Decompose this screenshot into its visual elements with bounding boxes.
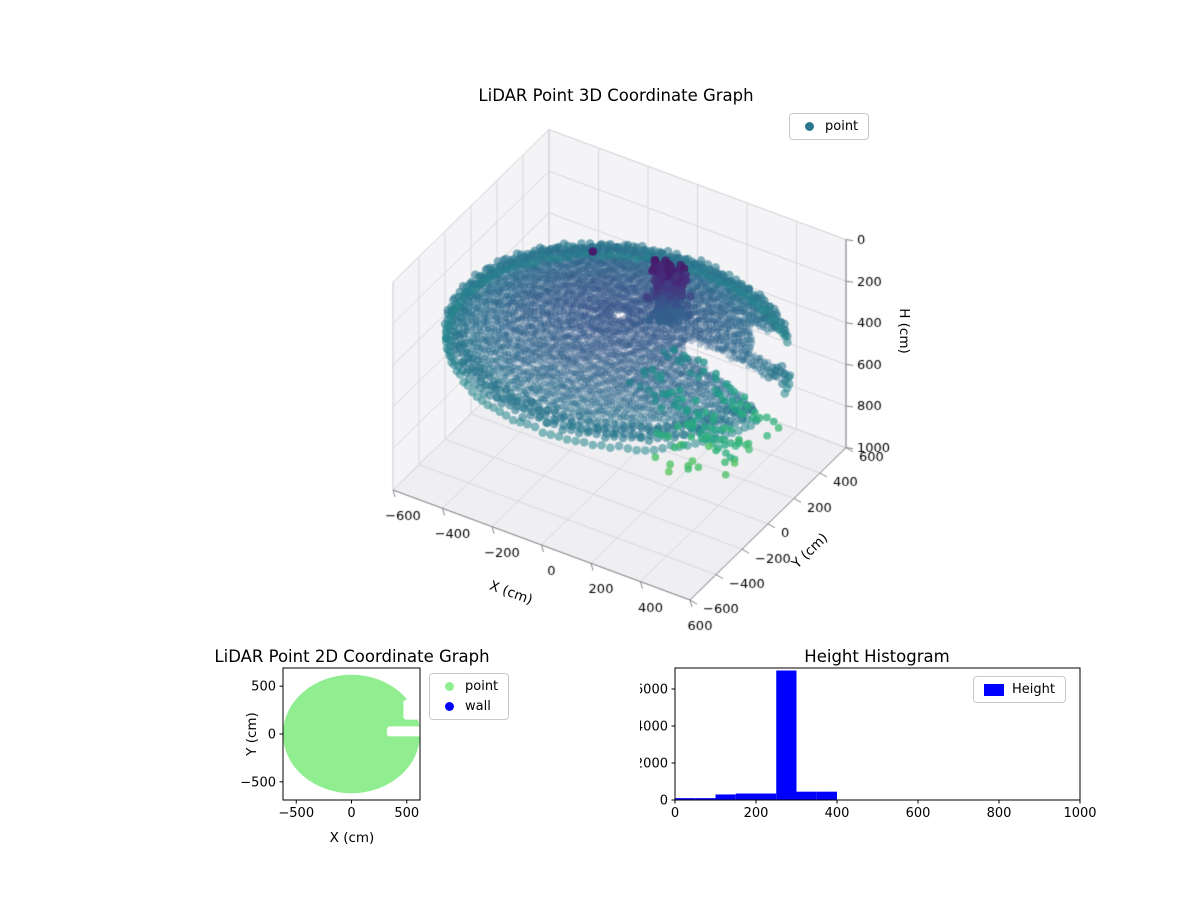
bar bbox=[816, 791, 837, 800]
tick-label: 0 bbox=[268, 728, 276, 743]
histogram-legend: Height bbox=[973, 676, 1066, 703]
plot3d-z-axis-label: H (cm) bbox=[896, 308, 912, 354]
bar bbox=[756, 793, 777, 800]
gap-region bbox=[386, 726, 420, 737]
axes-frame bbox=[674, 667, 1081, 801]
marker-handle bbox=[440, 702, 458, 711]
tick-label: 2000 bbox=[640, 756, 668, 771]
legend-entry-point: point bbox=[440, 679, 498, 694]
plot2d-legend: point wall bbox=[429, 673, 510, 720]
point-marker-icon bbox=[804, 122, 814, 131]
plot2d-y-axis-label: Y (cm) bbox=[244, 712, 260, 756]
marker-handle bbox=[800, 122, 818, 131]
legend-label: Height bbox=[1012, 682, 1055, 697]
bar bbox=[735, 793, 756, 800]
point-marker-icon bbox=[444, 682, 454, 691]
plot2d-title: LiDAR Point 2D Coordinate Graph bbox=[214, 647, 490, 666]
legend-entry-wall: wall bbox=[440, 699, 498, 714]
y-ticks: 0 2000 4000 6000 bbox=[640, 682, 675, 809]
plot2d-x-axis-label: X (cm) bbox=[329, 830, 375, 846]
y-ticks: −500 0 500 bbox=[240, 680, 283, 790]
legend-label: point bbox=[825, 119, 859, 134]
tick-label: −500 bbox=[278, 806, 314, 821]
histogram-bars bbox=[675, 670, 837, 800]
point-cloud-region bbox=[283, 674, 420, 794]
tick-label: 500 bbox=[251, 680, 276, 695]
bar bbox=[675, 798, 696, 800]
x-ticks: 0 200 400 600 800 1000 bbox=[671, 800, 1097, 821]
tick-label: 500 bbox=[394, 806, 419, 821]
tick-label: 6000 bbox=[640, 682, 668, 697]
tick-label: 1000 bbox=[1063, 806, 1096, 821]
bar bbox=[776, 670, 797, 800]
tick-label: 600 bbox=[906, 806, 931, 821]
marker-handle bbox=[440, 682, 458, 691]
gap-region bbox=[403, 699, 420, 720]
histogram-axes: 0 200 400 600 800 1000 0 2000 4000 6000 bbox=[640, 667, 1097, 821]
tick-label: 4000 bbox=[640, 719, 668, 734]
tick-label: 200 bbox=[744, 806, 769, 821]
tick-label: 0 bbox=[660, 794, 668, 809]
bar bbox=[695, 798, 716, 800]
x-ticks: −500 0 500 bbox=[278, 800, 419, 821]
plot3d-scatter-canvas bbox=[300, 100, 980, 680]
tick-label: 400 bbox=[825, 806, 850, 821]
tick-label: 800 bbox=[987, 806, 1012, 821]
wall-marker-icon bbox=[444, 702, 454, 711]
histogram-title: Height Histogram bbox=[804, 647, 950, 666]
legend-label: point bbox=[465, 679, 499, 694]
point-disc bbox=[283, 674, 420, 794]
tick-label: 0 bbox=[671, 806, 679, 821]
bar bbox=[715, 794, 736, 800]
bar bbox=[796, 791, 817, 800]
plot3d-legend: point bbox=[789, 113, 870, 140]
height-patch-icon bbox=[984, 683, 1004, 696]
legend-label: wall bbox=[465, 699, 491, 714]
tick-label: −500 bbox=[240, 775, 276, 790]
tick-label: 0 bbox=[347, 806, 355, 821]
plot2d-axes: −500 0 500 −500 0 500 bbox=[240, 667, 421, 821]
legend-entry-point: point bbox=[800, 119, 858, 134]
